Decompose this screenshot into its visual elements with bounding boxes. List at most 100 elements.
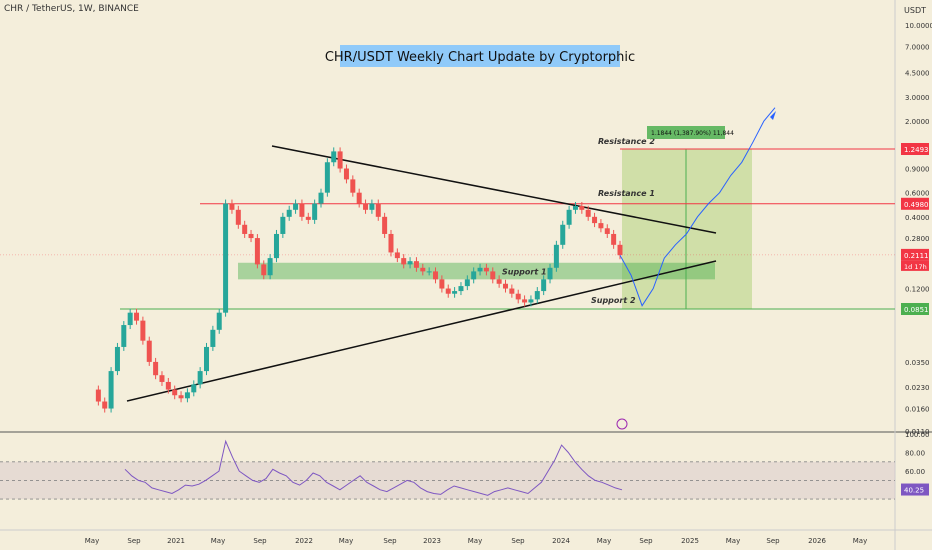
candle-body	[553, 244, 559, 268]
time-tick-label: 2021	[167, 537, 185, 545]
candle-body	[375, 203, 381, 217]
candle-body	[280, 216, 286, 234]
support-2-label: Support 2	[591, 296, 636, 305]
candle-body	[210, 329, 216, 347]
price-tick-label: 0.4000	[905, 214, 930, 222]
candle-body	[159, 375, 165, 382]
candle-body	[134, 312, 140, 321]
rsi-badge	[901, 483, 929, 496]
time-tick-label: May	[85, 537, 99, 545]
upper-trendline	[271, 145, 717, 234]
candle-body	[261, 264, 267, 276]
time-tick-label: Sep	[253, 537, 267, 545]
candle-body	[541, 279, 547, 292]
price-badge-label: 0.4980	[904, 201, 929, 209]
price-tick-label: 0.6000	[905, 190, 930, 198]
candle-body	[318, 192, 324, 204]
candle-body	[350, 179, 356, 193]
candle-body	[426, 271, 432, 273]
time-tick-label: Sep	[383, 537, 397, 545]
price-tick-label: 4.5000	[905, 70, 930, 78]
candle-body	[108, 371, 114, 409]
price-badge	[901, 143, 929, 155]
candle-body	[178, 395, 184, 399]
candle-body	[471, 271, 477, 280]
rsi-badge-label: 40.25	[904, 487, 924, 495]
candle-body	[382, 216, 388, 234]
candle-body	[235, 209, 241, 225]
candle-body	[528, 299, 534, 303]
candle-body	[324, 162, 330, 193]
candle-body	[502, 283, 508, 289]
candle-body	[483, 267, 489, 272]
candle-body	[223, 203, 229, 313]
candle-body	[464, 279, 470, 287]
projection-arrowhead	[770, 111, 776, 120]
candle-body	[165, 381, 171, 390]
candle-body	[140, 320, 146, 341]
time-tick-label: May	[597, 537, 611, 545]
rsi-tick-label: 60.00	[905, 468, 925, 476]
price-tick-label: 2.0000	[905, 118, 930, 126]
time-tick-label: May	[726, 537, 740, 545]
candle-body	[515, 293, 521, 300]
time-tick-label: Sep	[127, 537, 141, 545]
candle-body	[566, 209, 572, 225]
candle-body	[363, 203, 369, 210]
candle-body	[299, 203, 305, 217]
candle-body	[254, 238, 260, 265]
measure-box	[647, 126, 725, 139]
projection-path	[619, 107, 776, 307]
candle-body	[273, 233, 279, 259]
support-1-zone	[238, 262, 715, 280]
candle-body	[114, 346, 120, 372]
price-tick-label: 0.9000	[905, 166, 930, 174]
candle-body	[102, 401, 108, 409]
candle-body	[312, 203, 318, 220]
candle-body	[293, 203, 299, 210]
price-badge	[901, 303, 929, 315]
candle-body	[413, 261, 419, 268]
candle-body	[452, 291, 458, 294]
time-tick-label: May	[468, 537, 482, 545]
candle-body	[369, 203, 375, 210]
candle-body	[286, 209, 292, 217]
price-badge-label: 0.2111	[904, 252, 929, 260]
candle-body	[585, 209, 591, 217]
candle-body	[534, 291, 540, 300]
chart-title: CHR/USDT Weekly Chart Update by Cryptorp…	[325, 50, 635, 65]
title-box	[340, 45, 620, 67]
price-badge-label: 0.0851	[904, 306, 929, 314]
candle-body	[184, 392, 190, 399]
candle-body	[490, 271, 496, 280]
rsi-line	[124, 439, 623, 496]
time-tick-label: May	[339, 537, 353, 545]
price-tick-label: 0.0160	[905, 406, 930, 414]
candle-body	[611, 233, 617, 245]
price-tick-label: 0.0230	[905, 384, 930, 392]
candle-body	[229, 203, 235, 210]
currency-label: USDT	[904, 6, 926, 15]
candle-body	[305, 216, 311, 220]
candle-body	[560, 224, 566, 245]
candle-body	[267, 258, 273, 276]
candle-body	[509, 288, 515, 294]
time-tick-label: Sep	[766, 537, 780, 545]
time-tick-label: 2024	[552, 537, 570, 545]
price-tick-label: 0.0110	[905, 428, 930, 436]
lower-trendline	[126, 260, 717, 402]
candle-body	[204, 346, 210, 372]
price-tick-label: 7.0000	[905, 43, 930, 51]
candle-body	[401, 258, 407, 265]
event-icon	[616, 418, 628, 430]
price-badge	[901, 197, 929, 210]
symbol-header: CHR / TetherUS, 1W, BINANCE	[4, 4, 139, 14]
time-tick-label: May	[211, 537, 225, 545]
time-tick-label: Sep	[511, 537, 525, 545]
rsi-tick-label: 80.00	[905, 450, 925, 458]
candle-body	[458, 286, 464, 292]
candle-body	[598, 223, 604, 229]
candle-body	[420, 267, 426, 272]
